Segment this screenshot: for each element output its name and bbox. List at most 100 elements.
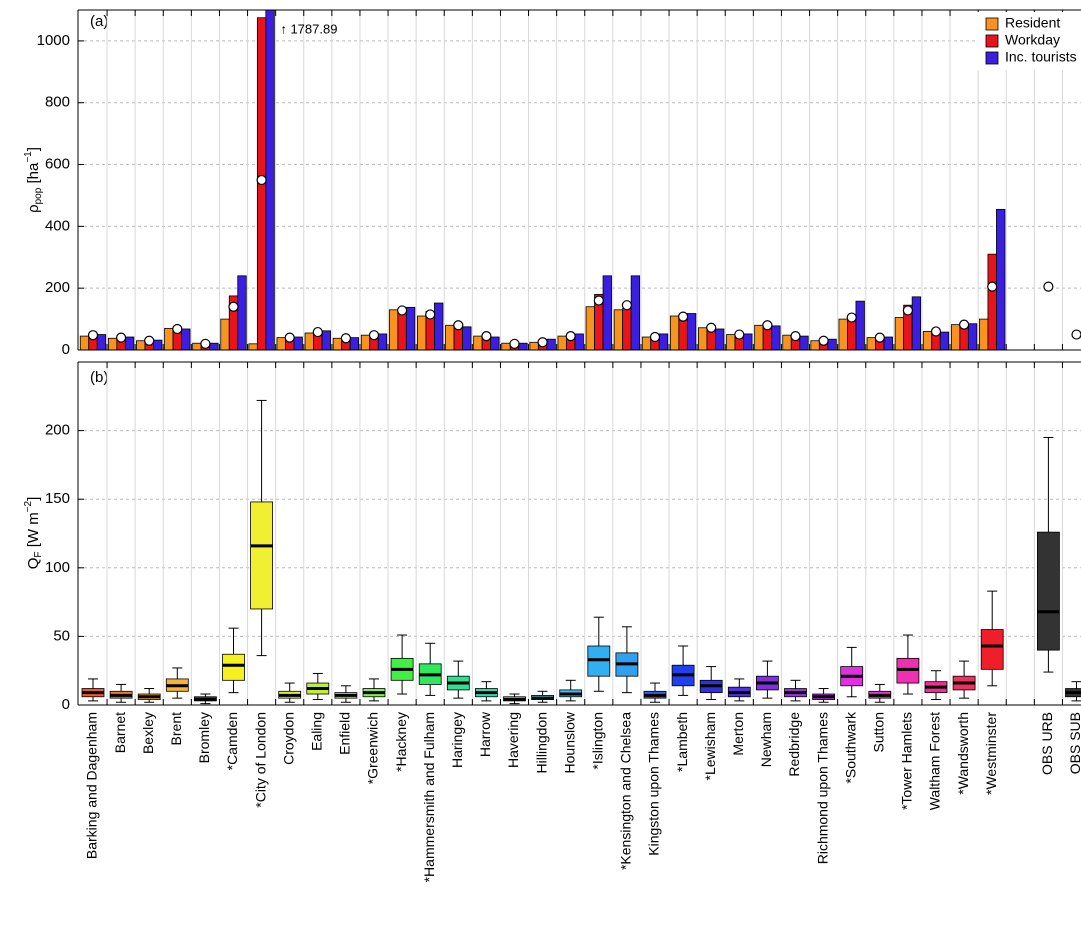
marker	[902, 305, 914, 316]
box	[250, 501, 274, 610]
marker	[762, 320, 773, 331]
bar	[237, 275, 247, 350]
bar	[181, 328, 191, 350]
bar	[107, 337, 118, 350]
bar	[698, 327, 708, 350]
bar	[349, 337, 360, 350]
y-tick-label: 1000	[37, 32, 70, 49]
x-tick-label: Haringey	[449, 712, 465, 768]
x-tick-label: Newham	[758, 712, 774, 767]
marker	[256, 174, 267, 186]
x-tick-label: Merton	[730, 712, 746, 756]
marker	[397, 305, 408, 316]
marker	[958, 319, 970, 330]
bar	[388, 309, 399, 350]
bar	[866, 337, 876, 350]
bar	[987, 253, 997, 350]
marker	[846, 312, 857, 323]
bar	[265, 10, 275, 350]
y-tick-label: 600	[45, 156, 70, 173]
x-tick-label: Ealing	[309, 712, 325, 751]
x-tick-label: Sutton	[871, 712, 887, 752]
x-tick-label: *Islington	[590, 712, 606, 770]
x-tick-label: Kingston upon Thames	[646, 712, 662, 856]
y-tick-label: 200	[45, 279, 70, 296]
bar	[613, 309, 624, 350]
bar	[911, 296, 922, 350]
x-tick-label: Enfield	[337, 712, 353, 755]
bar	[332, 337, 343, 350]
x-tick-label: Havering	[505, 712, 521, 768]
bar	[501, 342, 511, 350]
marker	[144, 335, 155, 346]
x-tick-label: Bexley	[140, 712, 156, 754]
bar	[377, 333, 388, 350]
bar	[658, 333, 669, 350]
y-title-part: −1	[23, 151, 34, 163]
bar	[445, 324, 455, 350]
bar	[276, 337, 286, 350]
bar	[293, 336, 303, 350]
x-tick-label: *City of London	[252, 712, 268, 808]
marker	[677, 311, 689, 322]
marker	[200, 338, 211, 349]
bar	[838, 318, 848, 350]
marker	[509, 338, 520, 349]
x-tick-label: *Westminster	[983, 712, 999, 795]
bar	[434, 302, 444, 350]
x-tick-label: *Camden	[224, 712, 240, 770]
box	[1037, 531, 1060, 651]
marker	[1043, 281, 1054, 292]
x-tick-label: *Kensington and Chelsea	[618, 712, 634, 870]
marker	[425, 309, 436, 320]
x-tick-label: Barnet	[112, 712, 128, 753]
bar	[754, 324, 764, 350]
marker	[593, 295, 604, 306]
marker	[818, 335, 829, 346]
x-tick-label: Harrow	[477, 711, 493, 757]
bar	[557, 335, 567, 350]
value-label: ↑ 1787.89	[280, 21, 337, 36]
bar	[518, 342, 528, 350]
x-tick-label: Richmond upon Thames	[814, 712, 830, 864]
marker	[565, 330, 576, 342]
bar	[622, 307, 632, 350]
marker	[228, 301, 239, 312]
marker	[172, 323, 183, 335]
x-tick-label: OBS URB	[1039, 712, 1055, 775]
y-title-part: Q	[25, 558, 42, 570]
y-tick-label: 100	[45, 559, 70, 576]
bar	[585, 306, 595, 350]
bar	[686, 313, 697, 350]
x-tick-label: Croydon	[280, 712, 296, 765]
bar	[827, 338, 837, 350]
bar	[782, 334, 792, 350]
bar	[641, 336, 652, 350]
y-axis-title: QF [W m−2]	[23, 497, 44, 570]
marker	[790, 330, 801, 342]
y-tick-label: 400	[45, 217, 70, 234]
marker	[649, 331, 661, 343]
marker	[874, 332, 885, 343]
bar	[602, 275, 612, 350]
marker	[1071, 329, 1081, 340]
y-title-part: ρ	[25, 204, 42, 213]
bar	[192, 342, 202, 350]
legend-swatch	[985, 34, 999, 48]
y-axis-title: ρpop [ha−1]	[23, 147, 44, 213]
legend-swatch	[985, 51, 999, 65]
bar	[574, 333, 584, 350]
bar	[462, 326, 472, 350]
x-tick-label: *Tower Hamlets	[899, 712, 915, 810]
bar	[706, 329, 716, 350]
bar	[124, 336, 135, 350]
bar	[771, 325, 781, 350]
box	[980, 629, 1004, 670]
marker	[930, 326, 942, 337]
bar	[743, 333, 753, 350]
y-tick-label: 50	[53, 627, 70, 644]
marker	[481, 330, 492, 342]
bar	[979, 318, 989, 350]
